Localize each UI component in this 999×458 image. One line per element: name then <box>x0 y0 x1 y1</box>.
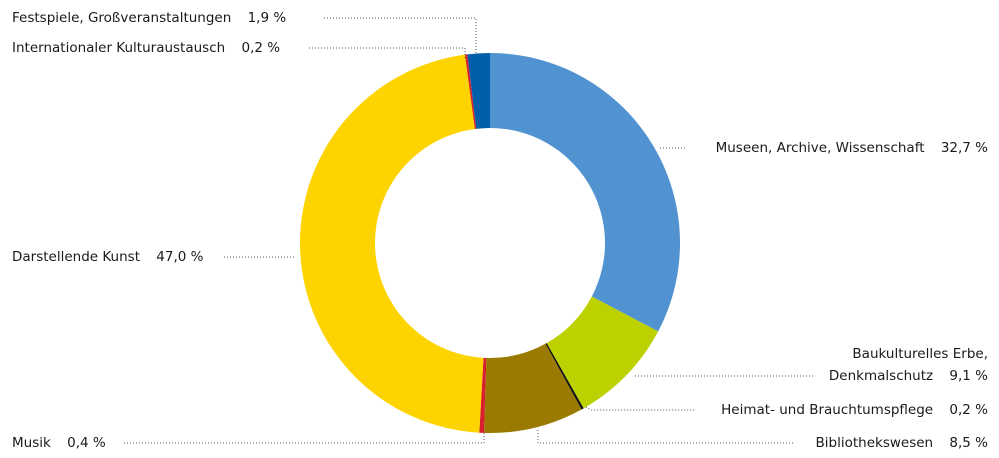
donut-segment <box>484 343 582 434</box>
segment-label: Museen, Archive, Wissenschaft 32,7 % <box>716 137 988 159</box>
value-label: 0,2 % <box>241 40 281 56</box>
category-name: Darstellende Kunst <box>12 249 140 265</box>
category-name: Heimat- und Brauchtumspflege <box>721 402 934 418</box>
donut-segment <box>299 54 484 433</box>
leader-line <box>585 406 695 411</box>
segment-label: Baukulturelles Erbe, Denkmalschutz 9,1 % <box>778 343 988 387</box>
segment-label: Bibliothekswesen 8,5 % <box>816 432 988 454</box>
segment-label: Darstellende Kunst 47,0 % <box>12 246 203 268</box>
leader-line <box>124 432 485 444</box>
donut-segment <box>467 53 490 129</box>
donut-segment <box>465 54 477 129</box>
leader-line <box>537 430 795 444</box>
value-label: 32,7 % <box>940 140 988 156</box>
donut-segment <box>546 296 659 409</box>
value-label: 9,1 % <box>949 368 988 384</box>
category-name: Festspiele, Großveranstaltungen <box>12 10 232 26</box>
donut-segment <box>490 53 681 332</box>
segment-label: Festspiele, Großveranstaltungen 1,9 % <box>12 7 286 29</box>
segment-label: Heimat- und Brauchtumspflege 0,2 % <box>721 399 988 421</box>
donut-segment <box>545 343 584 410</box>
category-name: Musik <box>12 435 51 451</box>
leader-line <box>309 47 466 58</box>
category-name: Museen, Archive, Wissenschaft <box>715 140 925 156</box>
value-label: 8,5 % <box>949 435 988 451</box>
segment-label: Internationaler Kulturaustausch 0,2 % <box>12 37 280 59</box>
category-name: Internationaler Kulturaustausch <box>12 40 226 56</box>
category-name: Baukulturelles Erbe, Denkmalschutz <box>828 346 988 384</box>
donut-segment <box>479 357 487 433</box>
value-label: 0,4 % <box>67 435 106 451</box>
category-name: Bibliothekswesen <box>815 435 934 451</box>
value-label: 47,0 % <box>156 249 204 265</box>
value-label: 0,2 % <box>949 402 988 418</box>
value-label: 1,9 % <box>247 10 287 26</box>
segment-label: Musik 0,4 % <box>12 432 106 454</box>
